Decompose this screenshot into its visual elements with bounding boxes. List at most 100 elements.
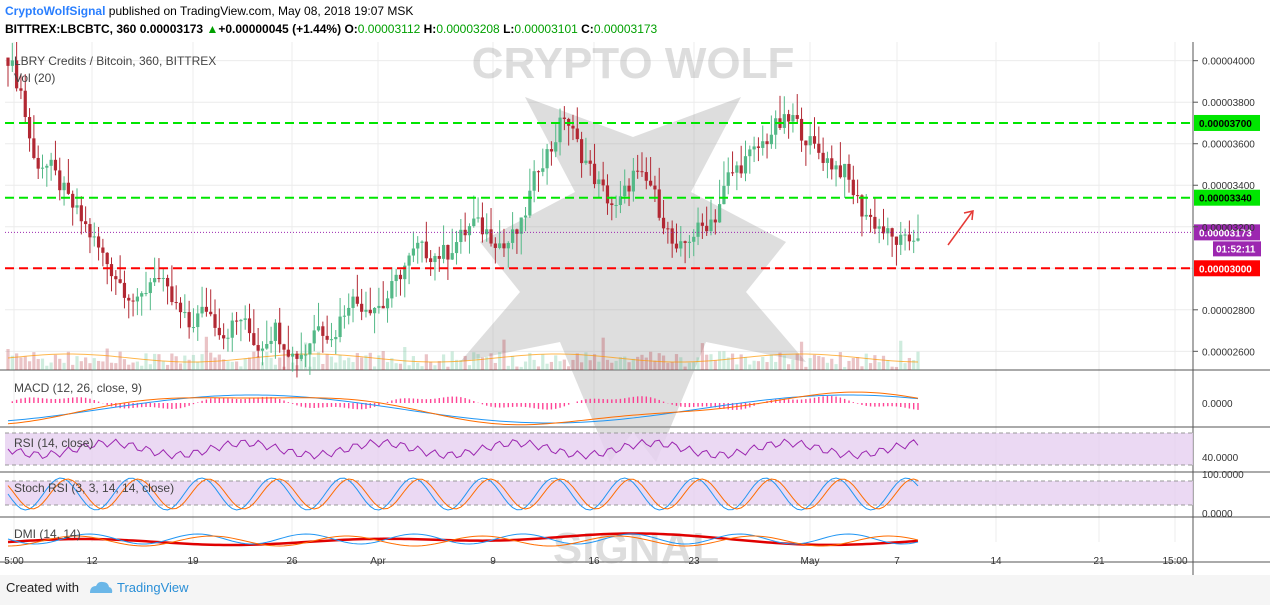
volume-bar [536, 366, 541, 370]
volume-bar [148, 364, 152, 370]
rsi-band [5, 433, 1193, 465]
candle-body [838, 165, 842, 178]
volume-bar [372, 366, 377, 370]
volume-bar [890, 366, 894, 370]
candle-body [351, 296, 355, 308]
volume-bar [541, 354, 545, 370]
volume-bar [743, 356, 748, 370]
volume-bar [812, 354, 817, 370]
chart-area[interactable]: CRYPTO WOLF SIGNAL 0.000037000.000033400… [0, 42, 1270, 575]
volume-bar [178, 363, 183, 370]
x-tick-label: 23 [688, 556, 700, 567]
volume-bar [774, 361, 778, 370]
volume-bar [748, 364, 752, 370]
volume-bar [894, 366, 899, 370]
candle-body [834, 165, 838, 170]
volume-bar [558, 361, 562, 370]
candle-body [705, 225, 709, 232]
volume-bar [571, 359, 575, 370]
volume-bar [58, 358, 62, 370]
open-label: O: [344, 22, 358, 36]
candle-body [614, 205, 618, 207]
price-change: +0.00000045 (+1.44%) [218, 22, 342, 36]
candle-body [498, 243, 502, 248]
volume-bar [109, 362, 114, 370]
volume-bar [498, 352, 502, 370]
volume-bar [713, 360, 717, 370]
candle-body [476, 217, 480, 219]
candle-body [903, 234, 907, 236]
candle-body [19, 88, 23, 91]
volume-bar [269, 357, 273, 370]
candle-body [636, 170, 640, 172]
dmi-plus-line [7, 533, 919, 545]
volume-bar [532, 359, 536, 370]
candle-body [623, 185, 627, 197]
candle-body [890, 228, 894, 237]
volume-bar [601, 337, 605, 370]
volume-bar [851, 357, 855, 370]
volume-bar [174, 356, 178, 370]
volume-bar [653, 360, 657, 370]
volume-bar [592, 354, 597, 370]
candle-body [692, 236, 696, 242]
candle-body [666, 228, 670, 230]
candle-body [36, 157, 40, 169]
candle-body [748, 149, 752, 157]
rsi-line [7, 438, 919, 460]
stochrsi-tick-label: 100.0000 [1202, 470, 1244, 481]
y-tick-label: 0.00003200 [1202, 223, 1255, 234]
volume-bar [407, 365, 411, 370]
volume-bar [385, 362, 390, 370]
candle-body [454, 242, 459, 254]
candle-body [15, 60, 19, 89]
candle-body [222, 335, 226, 339]
volume-bar [528, 352, 532, 370]
candle-body [528, 190, 532, 216]
candle-body [597, 179, 601, 185]
publish-line: CryptoWolfSignal published on TradingVie… [5, 4, 413, 18]
watermark-top-text: CRYPTO WOLF [472, 42, 795, 88]
candle-body [161, 277, 165, 279]
volume-bar [196, 361, 200, 370]
volume-bar [334, 362, 338, 370]
tradingview-logo-icon[interactable] [88, 579, 114, 597]
last-price: 0.00003173 [139, 22, 204, 36]
tradingview-link[interactable]: TradingView [117, 580, 189, 595]
volume-bar [131, 362, 135, 370]
level-tag-text: 0.00003340 [1199, 194, 1252, 205]
low-label: L: [503, 22, 515, 36]
volume-bar [739, 354, 743, 370]
volume-bar [515, 366, 519, 370]
volume-bar [817, 355, 821, 370]
candle-body [191, 327, 196, 329]
candle-body [459, 229, 463, 243]
candle-body [515, 229, 519, 234]
candle-body [53, 159, 58, 171]
candle-body [377, 305, 381, 308]
author-link[interactable]: CryptoWolfSignal [5, 4, 106, 18]
volume-bar [390, 358, 394, 370]
volume-bar [916, 351, 920, 370]
volume-bar [730, 353, 735, 370]
candle-body [66, 182, 70, 194]
candle-body [519, 217, 523, 234]
countdown-text: 01:52:11 [1216, 244, 1256, 255]
volume-bar [101, 361, 105, 370]
candle-body [79, 205, 83, 222]
candle-body [209, 311, 213, 315]
symbol-label: BITTREX:LBCBTC, 360 [5, 22, 137, 36]
volume-bar [838, 352, 842, 370]
volume-bar [446, 366, 450, 370]
candle-body [696, 222, 700, 237]
candle-body [450, 253, 454, 260]
candle-body [40, 167, 45, 169]
candle-body [381, 305, 385, 309]
candle-body [299, 354, 303, 359]
wolf-head-icon [460, 97, 806, 462]
volume-bar [403, 347, 407, 370]
candle-body [670, 228, 674, 244]
volume-bar [670, 361, 674, 370]
candle-body [213, 314, 217, 328]
volume-bar [765, 362, 769, 370]
